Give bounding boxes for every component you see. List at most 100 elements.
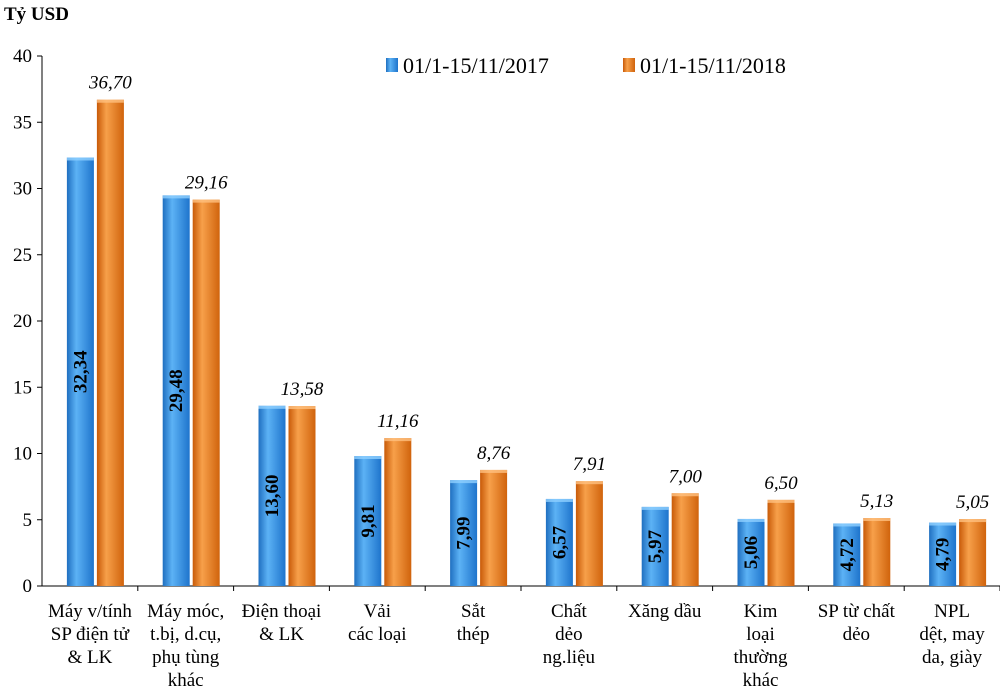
legend-label-2018: 01/1-15/11/2018 bbox=[640, 53, 786, 78]
category-label: & LK bbox=[259, 624, 304, 645]
data-label-2017: 4,79 bbox=[933, 538, 954, 571]
data-label-2018: 5,05 bbox=[956, 492, 989, 513]
data-label-2017: 5,97 bbox=[645, 529, 666, 563]
bar-2017 bbox=[545, 498, 573, 586]
category-label: thường bbox=[733, 647, 788, 668]
bar-2017 bbox=[737, 518, 765, 586]
bar-2018 bbox=[959, 519, 987, 586]
data-label-2018: 11,16 bbox=[377, 411, 419, 432]
bar-top-highlight bbox=[929, 522, 957, 526]
bar-top-highlight bbox=[258, 405, 286, 409]
bar-2017 bbox=[258, 405, 286, 586]
y-tick-label: 0 bbox=[23, 576, 33, 597]
bar-top-highlight bbox=[96, 99, 124, 103]
bar-top-highlight bbox=[384, 438, 412, 442]
bar-top-highlight bbox=[833, 523, 861, 527]
bar-2017 bbox=[833, 523, 861, 586]
bar-top-highlight bbox=[737, 518, 765, 522]
data-label-2018: 13,58 bbox=[281, 379, 324, 400]
bar-top-highlight bbox=[354, 456, 382, 460]
category-label: SP từ chất bbox=[818, 601, 896, 622]
category-label: ng.liệu bbox=[543, 647, 596, 668]
category-label: Sắt bbox=[461, 601, 486, 622]
data-label-2017: 29,48 bbox=[166, 369, 187, 412]
category-label: Vải bbox=[364, 601, 391, 622]
y-axis-unit-label: Tỷ USD bbox=[4, 4, 69, 25]
category-label: phụ tùng bbox=[152, 647, 220, 668]
data-label-2017: 13,60 bbox=[262, 475, 283, 518]
bar-2018 bbox=[192, 199, 220, 586]
data-label-2017: 6,57 bbox=[549, 525, 570, 559]
data-label-2018: 7,00 bbox=[669, 466, 703, 487]
bar-2018 bbox=[288, 406, 316, 586]
category-label: thép bbox=[457, 624, 490, 645]
category-label: Máy v/tính bbox=[48, 601, 132, 622]
category-label: khác bbox=[743, 670, 779, 691]
bar-top-highlight bbox=[66, 157, 94, 161]
bar-2018 bbox=[671, 493, 699, 586]
data-label-2017: 4,72 bbox=[837, 538, 858, 571]
category-label: NPL bbox=[934, 601, 970, 622]
y-tick-label: 30 bbox=[13, 179, 32, 200]
bar-top-highlight bbox=[575, 481, 603, 485]
bar-2017 bbox=[929, 522, 957, 586]
legend: 01/1-15/11/2017 01/1-15/11/2018 bbox=[386, 53, 786, 78]
bar-2018 bbox=[480, 469, 508, 586]
y-tick-label: 35 bbox=[13, 112, 32, 133]
bar-top-highlight bbox=[192, 199, 220, 203]
bar-2018 bbox=[863, 518, 891, 586]
y-tick-label: 10 bbox=[13, 444, 32, 465]
category-label: Điện thoại bbox=[242, 601, 322, 622]
bar-top-highlight bbox=[480, 469, 508, 473]
bar-2018 bbox=[384, 438, 412, 586]
bars: 32,34 36,70 29,48 29,16 13,60 13,58 9,81 11,16 7… bbox=[66, 73, 989, 586]
category-label: Chất bbox=[551, 601, 588, 622]
category-label: Xăng dầu bbox=[628, 601, 702, 622]
bar-2018 bbox=[767, 499, 795, 586]
bar-top-highlight bbox=[863, 518, 891, 522]
data-label-2017: 32,34 bbox=[70, 350, 91, 393]
bar-top-highlight bbox=[767, 499, 795, 503]
category-label: các loại bbox=[348, 624, 407, 645]
y-tick-label: 20 bbox=[13, 311, 32, 332]
bar-2018 bbox=[96, 99, 124, 586]
data-label-2018: 8,76 bbox=[477, 443, 511, 464]
legend-label-2017: 01/1-15/11/2017 bbox=[403, 53, 549, 78]
bar-2017 bbox=[354, 456, 382, 586]
category-label: khác bbox=[168, 670, 204, 691]
bar-2018 bbox=[575, 481, 603, 586]
category-label: da, giày bbox=[922, 647, 983, 668]
data-label-2017: 7,99 bbox=[454, 516, 475, 549]
data-label-2018: 7,91 bbox=[573, 454, 606, 475]
bar-top-highlight bbox=[545, 498, 573, 502]
category-label: & LK bbox=[67, 647, 112, 668]
category-label: dệt, may bbox=[919, 624, 985, 645]
data-label-2018: 5,13 bbox=[860, 491, 893, 512]
bar-2017 bbox=[162, 195, 190, 586]
bar-2017 bbox=[66, 157, 94, 586]
y-tick-label: 5 bbox=[23, 510, 33, 531]
bar-2017 bbox=[641, 506, 669, 586]
bar-top-highlight bbox=[671, 493, 699, 497]
bar-top-highlight bbox=[959, 519, 987, 523]
category-label: SP điện tử bbox=[51, 624, 130, 645]
y-tick-label: 25 bbox=[13, 245, 32, 266]
data-label-2018: 29,16 bbox=[185, 173, 228, 194]
bar-top-highlight bbox=[450, 480, 478, 484]
data-label-2018: 36,70 bbox=[88, 73, 132, 94]
category-label: loại bbox=[746, 624, 775, 645]
category-label: Kim bbox=[744, 601, 778, 622]
category-label: t.bị, d.cụ, bbox=[150, 624, 221, 645]
data-label-2018: 6,50 bbox=[764, 473, 798, 494]
data-label-2017: 9,81 bbox=[358, 504, 379, 537]
category-label: dẻo bbox=[555, 624, 582, 645]
data-label-2017: 5,06 bbox=[741, 536, 762, 569]
legend-swatch-2018 bbox=[623, 58, 635, 72]
bar-top-highlight bbox=[641, 506, 669, 510]
category-label: Máy móc, bbox=[147, 601, 224, 622]
category-label: dẻo bbox=[843, 624, 870, 645]
bar-top-highlight bbox=[162, 195, 190, 199]
bar-top-highlight bbox=[288, 406, 316, 410]
legend-swatch-2017 bbox=[386, 58, 398, 72]
